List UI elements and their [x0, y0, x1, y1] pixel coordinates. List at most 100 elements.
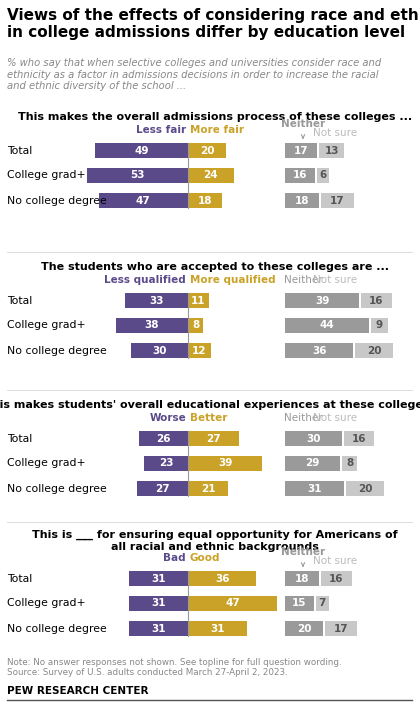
Bar — [285, 431, 342, 446]
Bar — [285, 571, 319, 586]
Bar — [131, 343, 188, 358]
Bar — [188, 596, 277, 611]
Text: 23: 23 — [159, 459, 173, 469]
Text: Neither: Neither — [281, 119, 325, 129]
Text: 36: 36 — [312, 345, 326, 355]
Bar — [319, 143, 344, 158]
Bar — [129, 596, 188, 611]
Text: 31: 31 — [151, 573, 166, 583]
Text: 24: 24 — [203, 170, 218, 180]
Text: Total: Total — [7, 296, 32, 306]
Text: PEW RESEARCH CENTER: PEW RESEARCH CENTER — [7, 686, 149, 696]
Bar — [188, 481, 228, 496]
Bar — [285, 343, 353, 358]
Bar — [188, 293, 209, 308]
Bar — [285, 596, 313, 611]
Text: College grad+: College grad+ — [7, 321, 86, 330]
Bar — [285, 293, 359, 308]
Bar — [188, 168, 234, 183]
Text: 16: 16 — [352, 433, 366, 443]
Text: 30: 30 — [152, 345, 167, 355]
Text: Less qualified: Less qualified — [104, 275, 186, 285]
Text: 36: 36 — [215, 573, 229, 583]
Bar — [344, 431, 374, 446]
Text: 16: 16 — [293, 170, 307, 180]
Bar — [99, 193, 188, 208]
Text: 47: 47 — [136, 195, 151, 205]
Text: 44: 44 — [320, 321, 334, 330]
Bar — [188, 343, 211, 358]
Bar — [285, 456, 340, 471]
Text: Not sure: Not sure — [313, 128, 357, 138]
Text: 18: 18 — [198, 195, 213, 205]
Text: More qualified: More qualified — [190, 275, 276, 285]
Text: 20: 20 — [200, 146, 214, 156]
Text: 20: 20 — [297, 624, 311, 634]
Text: Neither: Neither — [281, 547, 325, 557]
Bar — [188, 456, 262, 471]
Text: College grad+: College grad+ — [7, 598, 86, 609]
Bar — [315, 596, 329, 611]
Text: Good: Good — [190, 553, 220, 563]
Text: 26: 26 — [156, 433, 171, 443]
Text: 30: 30 — [306, 433, 321, 443]
Text: Total: Total — [7, 433, 32, 443]
Text: College grad+: College grad+ — [7, 170, 86, 180]
Bar — [285, 621, 323, 636]
Text: College grad+: College grad+ — [7, 459, 86, 469]
Text: 17: 17 — [330, 195, 345, 205]
Bar — [188, 571, 256, 586]
Text: 31: 31 — [151, 598, 166, 609]
Bar — [188, 621, 247, 636]
Text: Not sure: Not sure — [313, 556, 357, 566]
Bar — [370, 318, 388, 333]
Text: 29: 29 — [305, 459, 320, 469]
Text: 17: 17 — [294, 146, 308, 156]
Text: Views of the effects of considering race and ethnicity
in college admissions dif: Views of the effects of considering race… — [7, 8, 420, 40]
Bar — [95, 143, 188, 158]
Bar — [342, 456, 357, 471]
Bar — [139, 431, 188, 446]
Text: This makes the overall admissions process of these colleges ...: This makes the overall admissions proces… — [18, 112, 412, 122]
Text: Not sure: Not sure — [313, 413, 357, 423]
Text: 8: 8 — [346, 459, 353, 469]
Bar — [285, 143, 317, 158]
Bar — [321, 571, 352, 586]
Text: Less fair: Less fair — [136, 125, 186, 135]
Text: Note: No answer responses not shown. See topline for full question wording.
Sour: Note: No answer responses not shown. See… — [7, 658, 341, 678]
Bar — [129, 621, 188, 636]
Text: 39: 39 — [218, 459, 232, 469]
Text: 21: 21 — [201, 484, 215, 493]
Bar — [285, 193, 319, 208]
Bar — [116, 318, 188, 333]
Text: Total: Total — [7, 573, 32, 583]
Bar — [125, 293, 188, 308]
Text: 31: 31 — [210, 624, 225, 634]
Text: Total: Total — [7, 146, 32, 156]
Text: 15: 15 — [292, 598, 307, 609]
Text: 11: 11 — [191, 296, 206, 306]
Bar — [285, 168, 315, 183]
Text: 31: 31 — [151, 624, 166, 634]
Text: No college degree: No college degree — [7, 195, 107, 205]
Text: 53: 53 — [130, 170, 145, 180]
Text: 12: 12 — [192, 345, 207, 355]
Text: 18: 18 — [295, 195, 310, 205]
Bar — [346, 481, 384, 496]
Text: 33: 33 — [150, 296, 164, 306]
Bar — [144, 456, 188, 471]
Text: 6: 6 — [320, 170, 327, 180]
Text: No college degree: No college degree — [7, 624, 107, 634]
Text: This is ___ for ensuring equal opportunity for Americans of
all racial and ethni: This is ___ for ensuring equal opportuni… — [32, 530, 398, 552]
Text: 13: 13 — [324, 146, 339, 156]
Text: Not sure: Not sure — [313, 275, 357, 285]
Text: 9: 9 — [375, 321, 383, 330]
Text: 47: 47 — [225, 598, 240, 609]
Text: No college degree: No college degree — [7, 345, 107, 355]
Text: 49: 49 — [134, 146, 149, 156]
Text: No college degree: No college degree — [7, 484, 107, 493]
Text: 31: 31 — [307, 484, 322, 493]
Bar — [361, 293, 391, 308]
Text: 20: 20 — [358, 484, 372, 493]
Text: 27: 27 — [206, 433, 221, 443]
